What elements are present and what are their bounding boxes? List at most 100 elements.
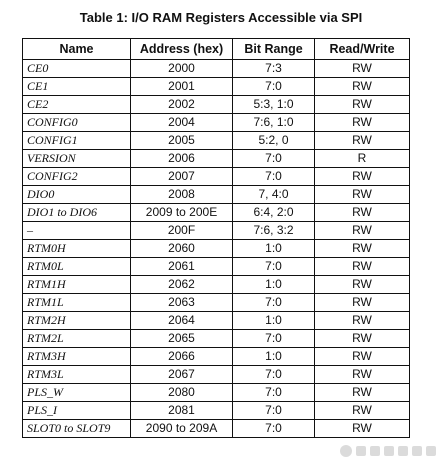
cell-address: 2061	[130, 257, 233, 276]
cell-name: RTM0L	[22, 257, 131, 276]
cell-address: 200F	[130, 221, 233, 240]
cell-address: 2081	[130, 401, 233, 420]
cell-address: 2080	[130, 383, 233, 402]
cell-bit-range: 7:0	[232, 167, 315, 186]
table-row: DIO1 to DIO6 2009 to 200E 6:4, 2:0 RW	[22, 203, 410, 222]
table-row: –200F 7:6, 3:2 RW	[22, 221, 410, 240]
cell-address: 2005	[130, 131, 233, 150]
cell-bit-range: 7:0	[232, 365, 315, 384]
cell-read-write: RW	[314, 257, 410, 276]
site-watermark-icon	[340, 445, 436, 457]
cell-read-write: RW	[314, 77, 410, 96]
cell-name: VERSION	[22, 149, 131, 168]
cell-address: 2066	[130, 347, 233, 366]
cell-read-write: RW	[314, 311, 410, 330]
table-row: DIO0 2008 7, 4:0 RW	[22, 185, 410, 204]
cell-name: DIO1 to DIO6	[22, 203, 131, 222]
cell-bit-range: 1:0	[232, 347, 315, 366]
cell-bit-range: 7:0	[232, 77, 315, 96]
cell-bit-range: 7:0	[232, 257, 315, 276]
cell-read-write: RW	[314, 419, 410, 438]
table-row: RTM3H 2066 1:0 RW	[22, 347, 410, 366]
table-header-row: Name Address (hex) Bit Range Read/Write	[22, 38, 410, 60]
cell-address: 2006	[130, 149, 233, 168]
cell-address: 2008	[130, 185, 233, 204]
table-row: RTM3L 2067 7:0 RW	[22, 365, 410, 384]
cell-bit-range: 1:0	[232, 275, 315, 294]
table-row: CONFIG1 2005 5:2, 0 RW	[22, 131, 410, 150]
cell-read-write: RW	[314, 167, 410, 186]
table-row: CE2 2002 5:3, 1:0 RW	[22, 95, 410, 114]
table-row: CE1 2001 7:0 RW	[22, 77, 410, 96]
cell-name: SLOT0 to SLOT9	[22, 419, 131, 438]
cell-name: RTM2H	[22, 311, 131, 330]
cell-name: RTM3H	[22, 347, 131, 366]
cell-bit-range: 7, 4:0	[232, 185, 315, 204]
cell-name: –	[22, 221, 131, 240]
table-row: VERSION 2006 7:0 R	[22, 149, 410, 168]
cell-read-write: RW	[314, 401, 410, 420]
cell-bit-range: 7:0	[232, 149, 315, 168]
cell-address: 2002	[130, 95, 233, 114]
cell-read-write: RW	[314, 365, 410, 384]
table-row: CE0 2000 7:3 RW	[22, 59, 410, 78]
table-caption: Table 1: I/O RAM Registers Accessible vi…	[79, 10, 363, 25]
cell-name: PLS_W	[22, 383, 131, 402]
cell-read-write: RW	[314, 293, 410, 312]
cell-bit-range: 7:0	[232, 383, 315, 402]
cell-name: RTM1L	[22, 293, 131, 312]
cell-read-write: RW	[314, 95, 410, 114]
cell-address: 2063	[130, 293, 233, 312]
cell-read-write: RW	[314, 203, 410, 222]
cell-address: 2090 to 209A	[130, 419, 233, 438]
cell-bit-range: 6:4, 2:0	[232, 203, 315, 222]
cell-bit-range: 7:3	[232, 59, 315, 78]
cell-name: PLS_I	[22, 401, 131, 420]
cell-read-write: RW	[314, 113, 410, 132]
table-row: PLS_I 2081 7:0 RW	[22, 401, 410, 420]
cell-name: CE0	[22, 59, 131, 78]
cell-read-write: R	[314, 149, 410, 168]
cell-bit-range: 5:2, 0	[232, 131, 315, 150]
cell-address: 2067	[130, 365, 233, 384]
cell-name: CONFIG1	[22, 131, 131, 150]
cell-address: 2062	[130, 275, 233, 294]
cell-name: CE2	[22, 95, 131, 114]
cell-name: RTM0H	[22, 239, 131, 258]
table-row: RTM2L 2065 7:0 RW	[22, 329, 410, 348]
register-table: Name Address (hex) Bit Range Read/Write …	[22, 38, 410, 438]
cell-read-write: RW	[314, 275, 410, 294]
cell-bit-range: 7:6, 1:0	[232, 113, 315, 132]
cell-address: 2065	[130, 329, 233, 348]
table-row: CONFIG0 2004 7:6, 1:0 RW	[22, 113, 410, 132]
table-row: SLOT0 to SLOT9 2090 to 209A 7:0 RW	[22, 419, 410, 438]
table-row: RTM1L 2063 7:0 RW	[22, 293, 410, 312]
cell-bit-range: 1:0	[232, 239, 315, 258]
header-name: Name	[22, 38, 131, 60]
header-address: Address (hex)	[130, 38, 233, 60]
cell-bit-range: 7:0	[232, 293, 315, 312]
cell-name: CONFIG2	[22, 167, 131, 186]
cell-bit-range: 7:0	[232, 401, 315, 420]
cell-name: RTM3L	[22, 365, 131, 384]
cell-name: RTM2L	[22, 329, 131, 348]
cell-address: 2060	[130, 239, 233, 258]
cell-bit-range: 1:0	[232, 311, 315, 330]
cell-name: DIO0	[22, 185, 131, 204]
table-row: CONFIG2 2007 7:0 RW	[22, 167, 410, 186]
table-row: PLS_W 2080 7:0 RW	[22, 383, 410, 402]
cell-read-write: RW	[314, 383, 410, 402]
cell-address: 2004	[130, 113, 233, 132]
cell-name: CONFIG0	[22, 113, 131, 132]
cell-bit-range: 7:0	[232, 419, 315, 438]
cell-read-write: RW	[314, 131, 410, 150]
table-row: RTM0H 2060 1:0 RW	[22, 239, 410, 258]
cell-bit-range: 7:0	[232, 329, 315, 348]
cell-read-write: RW	[314, 221, 410, 240]
cell-name: RTM1H	[22, 275, 131, 294]
cell-bit-range: 5:3, 1:0	[232, 95, 315, 114]
cell-read-write: RW	[314, 185, 410, 204]
table-row: RTM2H 2064 1:0 RW	[22, 311, 410, 330]
header-bit-range: Bit Range	[232, 38, 315, 60]
cell-address: 2001	[130, 77, 233, 96]
